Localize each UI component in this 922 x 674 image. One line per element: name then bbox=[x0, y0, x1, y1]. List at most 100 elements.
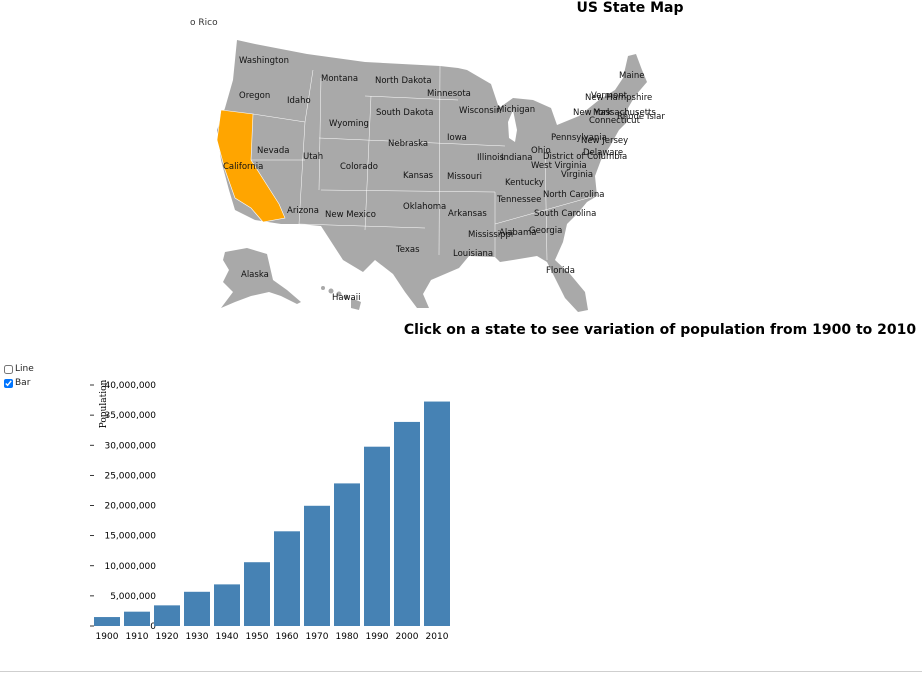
page-title: US State Map bbox=[576, 0, 684, 16]
bar-1930 bbox=[184, 591, 210, 626]
map-state-region[interactable] bbox=[217, 40, 647, 312]
state-label-massachusetts: Massachusetts bbox=[593, 108, 656, 118]
state-label-north-carolina: North Carolina bbox=[543, 190, 604, 200]
state-label-nevada: Nevada bbox=[257, 146, 289, 156]
y-tick-label: 0 bbox=[150, 622, 156, 632]
bar-1910 bbox=[124, 611, 150, 626]
state-label-ohio: Ohio bbox=[531, 146, 551, 156]
x-tick-label: 1900 bbox=[96, 632, 119, 642]
instruction-text: Click on a state to see variation of pop… bbox=[403, 322, 917, 338]
state-label-delaware: Delaware bbox=[583, 148, 623, 158]
x-tick-label: 1980 bbox=[336, 632, 359, 642]
x-tick-label: 1930 bbox=[186, 632, 209, 642]
state-label-montana: Montana bbox=[321, 74, 358, 84]
state-label-alaska: Alaska bbox=[241, 270, 269, 280]
bar-checkbox[interactable] bbox=[4, 378, 13, 388]
state-label-district-of-columbia: District of Columbia bbox=[543, 152, 627, 162]
state-label-hawaii: Hawaii bbox=[332, 293, 360, 303]
state-label-mississippi: Mississippi bbox=[468, 230, 513, 240]
lake-michigan bbox=[508, 110, 517, 142]
bar-1990 bbox=[364, 446, 390, 626]
state-label-oregon: Oregon bbox=[239, 91, 270, 101]
y-tick-label: 20,000,000 bbox=[104, 502, 156, 512]
x-tick-label: 1990 bbox=[366, 632, 389, 642]
state-label-washington: Washington bbox=[239, 56, 289, 66]
x-tick-label: 2000 bbox=[396, 632, 419, 642]
x-tick-label: 1910 bbox=[126, 632, 149, 642]
state-label-utah: Utah bbox=[303, 152, 323, 162]
state-label-new-mexico: New Mexico bbox=[325, 210, 376, 220]
bar-1980 bbox=[334, 483, 360, 626]
state-label-alabama: Alabama bbox=[499, 228, 536, 238]
state-label-wyoming: Wyoming bbox=[329, 119, 369, 129]
bar-1900 bbox=[94, 617, 120, 626]
y-tick-label: 30,000,000 bbox=[104, 441, 156, 451]
state-label-new-hampshire: New Hampshire bbox=[585, 93, 652, 103]
y-axis-label: Population bbox=[99, 379, 109, 428]
state-label-michigan: Michigan bbox=[497, 105, 535, 115]
bar-1970 bbox=[304, 505, 330, 626]
x-tick-label: 1950 bbox=[246, 632, 269, 642]
state-label-illinois: Illinois bbox=[477, 153, 505, 163]
state-label-kansas: Kansas bbox=[403, 171, 434, 181]
bar-1940 bbox=[214, 584, 240, 626]
state-label-new-york: New York bbox=[573, 108, 612, 118]
toggle-line[interactable]: Line bbox=[4, 364, 34, 374]
state-label-maine: Maine bbox=[619, 71, 645, 81]
state-label-missouri: Missouri bbox=[447, 172, 482, 182]
state-label-kentucky: Kentucky bbox=[505, 178, 544, 188]
toggle-bar[interactable]: Bar bbox=[4, 378, 30, 388]
population-chart: 0 5,000,000 10,000,000 15,000,000 20,000,000… bbox=[90, 379, 450, 642]
map-state-california[interactable] bbox=[216, 109, 286, 223]
state-labels: Washington Oregon Idaho Montana North Dakota… bbox=[223, 56, 665, 303]
bar-2010 bbox=[424, 401, 450, 626]
state-label-colorado: Colorado bbox=[340, 162, 378, 172]
line-checkbox[interactable] bbox=[4, 364, 13, 374]
state-label-north-dakota: North Dakota bbox=[375, 76, 432, 86]
bar-1950 bbox=[244, 562, 270, 626]
clipped-state-label: o Rico bbox=[190, 18, 218, 26]
x-tick-label: 1960 bbox=[276, 632, 299, 642]
us-state-map[interactable]: Washington Oregon Idaho Montana North Dakota… bbox=[195, 30, 665, 315]
map-state-alaska[interactable] bbox=[221, 248, 301, 308]
state-label-indiana: Indiana bbox=[501, 153, 532, 163]
x-tick-label: 2010 bbox=[426, 632, 449, 642]
bottom-divider bbox=[0, 671, 922, 672]
state-label-wisconsin: Wisconsin bbox=[459, 106, 501, 116]
state-label-georgia: Georgia bbox=[529, 226, 562, 236]
y-axis: 0 5,000,000 10,000,000 15,000,000 20,000,000… bbox=[90, 381, 156, 632]
bar-label: Bar bbox=[15, 378, 31, 388]
state-label-rhode-island: Rhode Island bbox=[617, 112, 665, 122]
x-axis: 1900 1910 1920 1930 1940 1950 1960 1970 1980 1990… bbox=[96, 632, 449, 642]
state-label-idaho: Idaho bbox=[287, 96, 311, 106]
state-label-california: California bbox=[223, 162, 263, 172]
y-tick-label: 15,000,000 bbox=[104, 532, 156, 542]
state-label-west-virginia: West Virginia bbox=[531, 161, 587, 171]
state-label-arkansas: Arkansas bbox=[448, 209, 487, 219]
state-label-oklahoma: Oklahoma bbox=[403, 202, 446, 212]
y-tick-label: 35,000,000 bbox=[104, 411, 156, 421]
bar-1960 bbox=[274, 531, 300, 626]
y-tick-label: 10,000,000 bbox=[104, 562, 156, 572]
state-label-arizona: Arizona bbox=[287, 206, 319, 216]
map-state-hawaii[interactable] bbox=[321, 286, 361, 310]
y-tick-label: 25,000,000 bbox=[104, 471, 156, 481]
state-label-south-carolina: South Carolina bbox=[534, 209, 596, 219]
state-label-virginia: Virginia bbox=[561, 170, 593, 180]
state-label-iowa: Iowa bbox=[447, 133, 467, 143]
x-tick-label: 1920 bbox=[156, 632, 179, 642]
bar-2000 bbox=[394, 421, 420, 626]
state-borders bbox=[251, 65, 596, 261]
x-tick-label: 1970 bbox=[306, 632, 329, 642]
state-label-nebraska: Nebraska bbox=[388, 139, 428, 149]
bars bbox=[94, 401, 450, 626]
state-label-florida: Florida bbox=[546, 266, 575, 276]
y-tick-label: 5,000,000 bbox=[110, 592, 156, 602]
state-label-new-jersey: New Jersey bbox=[581, 136, 628, 146]
state-label-texas: Texas bbox=[395, 245, 420, 255]
state-label-connecticut: Connecticut bbox=[589, 116, 641, 126]
state-label-louisiana: Louisiana bbox=[453, 249, 493, 259]
state-label-tennessee: Tennessee bbox=[496, 195, 541, 205]
state-label-south-dakota: South Dakota bbox=[376, 108, 434, 118]
bar-1920 bbox=[154, 605, 180, 626]
